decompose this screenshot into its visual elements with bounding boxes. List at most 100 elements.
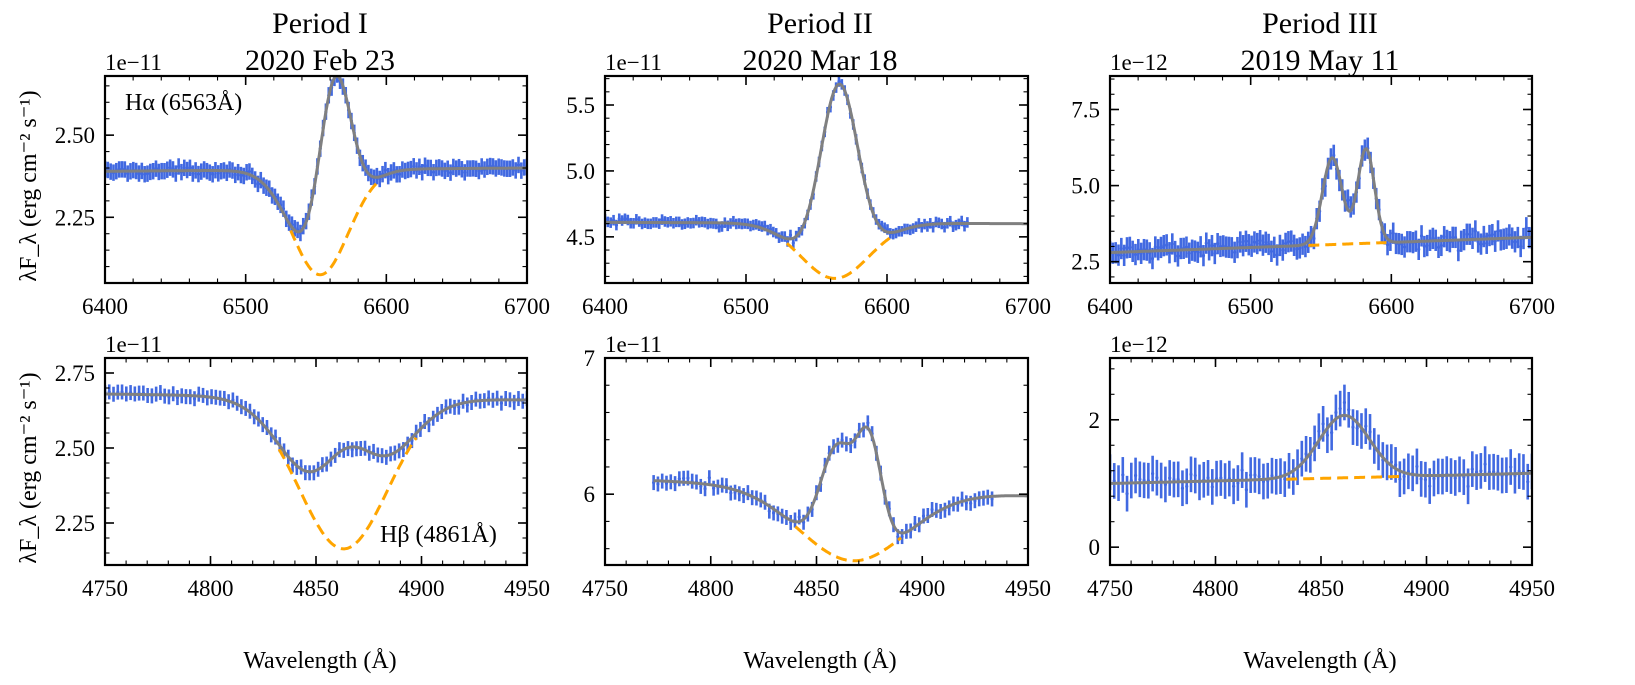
data-point (656, 482, 660, 486)
x-tick-label: 4900 (399, 576, 445, 601)
data-point (1267, 242, 1271, 247)
data-point (168, 166, 172, 170)
data-point (948, 219, 952, 223)
x-tick-label: 4950 (504, 576, 550, 601)
data-point (1474, 470, 1479, 474)
data-point (427, 423, 431, 427)
y-tick-label: 2 (1089, 408, 1101, 433)
data-point (1431, 236, 1435, 240)
data-point (1210, 485, 1214, 489)
data-point (1439, 243, 1443, 248)
data-point (1425, 243, 1429, 248)
data-point (211, 172, 215, 176)
data-point (1283, 241, 1288, 246)
data-point (412, 164, 416, 168)
data-point (216, 171, 220, 175)
data-point (1269, 249, 1274, 253)
data-point (1116, 253, 1121, 257)
data-point (626, 218, 630, 222)
data-point (1492, 470, 1496, 474)
data-point (866, 421, 870, 425)
data-point (256, 182, 260, 186)
data-point (516, 163, 521, 167)
data-point (1184, 245, 1189, 249)
x-tick-label: 6500 (1228, 294, 1274, 319)
continuum-curve (1308, 241, 1387, 247)
y-tick-label: 4.5 (566, 225, 595, 250)
data-point (767, 509, 771, 513)
data-point (849, 443, 853, 448)
data-point (463, 170, 467, 174)
data-point (465, 403, 469, 407)
data-point (962, 224, 967, 228)
data-point (1275, 253, 1279, 257)
data-point (1298, 246, 1302, 250)
data-point (694, 218, 698, 222)
data-point (1419, 477, 1423, 481)
model-fit-curve (1110, 147, 1532, 255)
data-point (191, 171, 195, 176)
data-point (1286, 240, 1291, 244)
data-point (1206, 476, 1210, 480)
data-point (707, 476, 711, 480)
data-point (1204, 241, 1208, 245)
data-point (512, 400, 516, 404)
col1-title-line2: 2020 Feb 23 (245, 44, 395, 77)
data-point (1442, 235, 1446, 239)
data-point (942, 225, 947, 229)
data-point (1432, 476, 1436, 481)
data-point (1482, 234, 1486, 239)
y-tick-label: 5.5 (566, 93, 595, 118)
line-annotation: Hβ (4861Å) (380, 522, 497, 548)
data-point (514, 168, 518, 173)
data-point (126, 172, 130, 176)
data-point (1270, 474, 1274, 478)
data-point (1176, 477, 1180, 481)
data-point (1300, 457, 1304, 461)
data-point (1159, 245, 1163, 250)
continuum-curve (785, 235, 893, 280)
y-tick-label: 2.50 (55, 123, 95, 148)
axis-offset-label: 1e−11 (105, 50, 162, 75)
x-tick-label: 6700 (1509, 294, 1555, 319)
ylabel-bottom: λF_λ (erg cm⁻² s⁻¹) (16, 372, 42, 563)
data-point (196, 172, 201, 176)
data-point (1185, 484, 1189, 488)
data-point (1479, 242, 1483, 246)
data-point (900, 534, 904, 539)
plot-area (605, 76, 1028, 280)
data-point (1170, 242, 1174, 246)
axes-frame (1108, 74, 1534, 285)
data-point (1283, 477, 1287, 481)
col1-title-line1: Period I (272, 7, 368, 40)
y-tick-label: 2.75 (55, 361, 95, 386)
ylabel-top: λF_λ (erg cm⁻² s⁻¹) (16, 90, 42, 281)
x-tick-label: 4850 (794, 576, 840, 601)
data-point (1176, 254, 1180, 258)
data-point (1389, 460, 1393, 464)
model-fit-curve (653, 425, 1028, 535)
col3-title-line1: Period III (1262, 7, 1378, 40)
data-point (145, 172, 150, 176)
data-point (1240, 468, 1244, 472)
data-point (457, 405, 461, 409)
data-point (712, 486, 716, 490)
data-point (791, 241, 795, 245)
data-point (990, 497, 994, 501)
data-point (699, 484, 703, 489)
x-tick-label: 4950 (1509, 576, 1555, 601)
data-point (1255, 241, 1259, 246)
model-fit-curve (1110, 413, 1532, 485)
data-point (247, 169, 252, 174)
plot-area (652, 415, 1028, 563)
xlabel-col3: Wavelength (Å) (1243, 648, 1396, 674)
data-point (1334, 410, 1338, 415)
x-tick-label: 6500 (723, 294, 769, 319)
x-tick-label: 4800 (688, 576, 734, 601)
plot-area (105, 76, 527, 277)
y-tick-label: 2.25 (55, 205, 95, 230)
data-point (1133, 473, 1138, 478)
model-fit-curve (105, 76, 527, 234)
